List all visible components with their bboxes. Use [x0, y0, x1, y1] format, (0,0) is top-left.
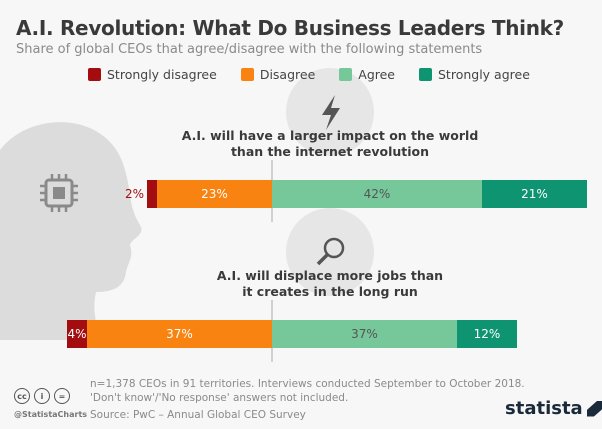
- statista-logo: statista: [505, 398, 602, 419]
- data-label: 37%: [166, 327, 193, 341]
- data-label: 21%: [521, 187, 548, 201]
- bar-strongly-agree: [482, 180, 587, 208]
- statista-logo-icon: [586, 400, 602, 417]
- statement-line: A.I. will displace more jobs than: [216, 268, 444, 283]
- legend-item: Strongly disagree: [88, 67, 217, 82]
- bar-disagree: [87, 320, 272, 348]
- legend-label: Disagree: [259, 67, 316, 82]
- legend-label: Strongly disagree: [107, 67, 217, 82]
- bar-strongly-disagree: [147, 180, 157, 208]
- brand-name: statista: [505, 398, 583, 419]
- statement-line: A.I. will have a larger impact on the wo…: [181, 128, 479, 143]
- data-label: 23%: [201, 187, 228, 201]
- legend-item: Disagree: [240, 67, 316, 82]
- legend-label: Agree: [358, 67, 395, 82]
- legend-label: Strongly agree: [438, 67, 530, 82]
- footer-note-1: n=1,378 CEOs in 91 territories. Intervie…: [90, 378, 525, 390]
- bar-agree: [272, 320, 457, 348]
- magnifier-icon: [316, 237, 345, 266]
- social-handle: @StatistaCharts: [14, 410, 88, 419]
- chart-subtitle: Share of global CEOs that agree/disagree…: [16, 42, 483, 57]
- footer-source: Source: PwC – Annual Global CEO Survey: [90, 409, 306, 421]
- cc-icon: cc: [14, 388, 30, 404]
- footer-note-2: 'Don't know'/'No response' answers not i…: [90, 392, 349, 404]
- statement-line: it creates in the long run: [242, 284, 418, 299]
- statement-2: A.I. will displace more jobs than it cre…: [180, 268, 480, 300]
- bar-disagree: [157, 180, 272, 208]
- data-label: 12%: [474, 327, 501, 341]
- statement-1: A.I. will have a larger impact on the wo…: [180, 128, 480, 160]
- legend-swatch: [419, 68, 432, 81]
- noderivs-icon: =: [54, 388, 70, 404]
- chart-title: A.I. Revolution: What Do Business Leader…: [16, 16, 564, 40]
- legend-swatch: [88, 68, 101, 81]
- legend-item: Agree: [339, 67, 395, 82]
- legend-item: Strongly agree: [419, 67, 530, 82]
- bar-agree: [272, 180, 482, 208]
- data-label: 2%: [125, 187, 144, 201]
- statement-line: than the internet revolution: [230, 144, 430, 159]
- data-label: 4%: [67, 327, 86, 341]
- license-icons: cc i =: [14, 388, 70, 404]
- data-label: 37%: [351, 327, 378, 341]
- bar-strongly-agree: [457, 320, 517, 348]
- bar-strongly-disagree: [67, 320, 87, 348]
- legend-swatch: [339, 68, 353, 81]
- legend: Strongly disagree Disagree Agree Strongl…: [88, 67, 530, 82]
- magnifier-circle: [286, 208, 374, 296]
- data-label: 42%: [364, 187, 391, 201]
- head-chip-icon: [0, 122, 142, 340]
- lightning-icon: [322, 95, 340, 130]
- legend-swatch: [240, 68, 254, 81]
- attribution-icon: i: [34, 388, 50, 404]
